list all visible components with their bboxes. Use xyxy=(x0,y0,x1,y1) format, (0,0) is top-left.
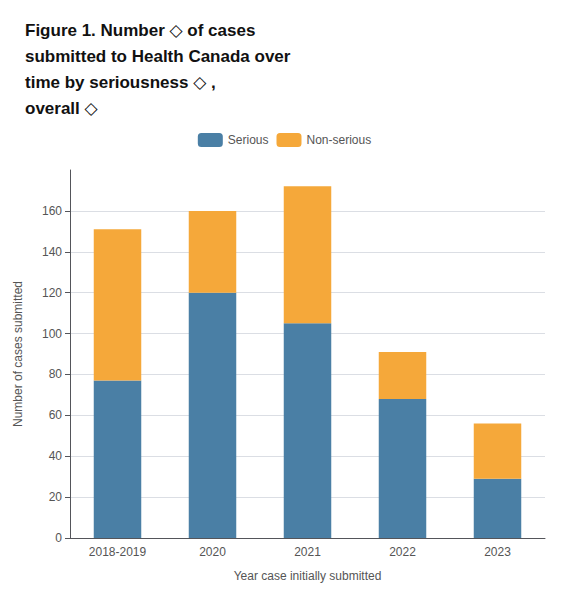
svg-text:Figure 1. Number ◇ of cases: Figure 1. Number ◇ of cases xyxy=(25,21,255,40)
svg-text:overall ◇: overall ◇ xyxy=(25,99,99,118)
svg-text:Non-serious: Non-serious xyxy=(306,133,371,147)
svg-text:2018-2019: 2018-2019 xyxy=(89,545,147,559)
svg-text:2021: 2021 xyxy=(294,545,321,559)
svg-text:100: 100 xyxy=(42,327,62,341)
svg-text:time by seriousness ◇ ,: time by seriousness ◇ , xyxy=(25,73,216,92)
svg-text:20: 20 xyxy=(49,490,63,504)
svg-text:submitted to Health Canada ove: submitted to Health Canada over xyxy=(25,47,291,66)
svg-text:2023: 2023 xyxy=(484,545,511,559)
svg-text:0: 0 xyxy=(55,531,62,545)
svg-text:2022: 2022 xyxy=(389,545,416,559)
svg-text:Serious: Serious xyxy=(228,133,269,147)
svg-text:120: 120 xyxy=(42,286,62,300)
svg-text:Year case initially submitted: Year case initially submitted xyxy=(234,569,382,583)
svg-text:160: 160 xyxy=(42,204,62,218)
svg-text:140: 140 xyxy=(42,245,62,259)
svg-text:80: 80 xyxy=(49,367,63,381)
svg-text:Number of cases submitted: Number of cases submitted xyxy=(11,281,25,427)
svg-text:60: 60 xyxy=(49,408,63,422)
svg-text:2020: 2020 xyxy=(199,545,226,559)
svg-text:40: 40 xyxy=(49,449,63,463)
